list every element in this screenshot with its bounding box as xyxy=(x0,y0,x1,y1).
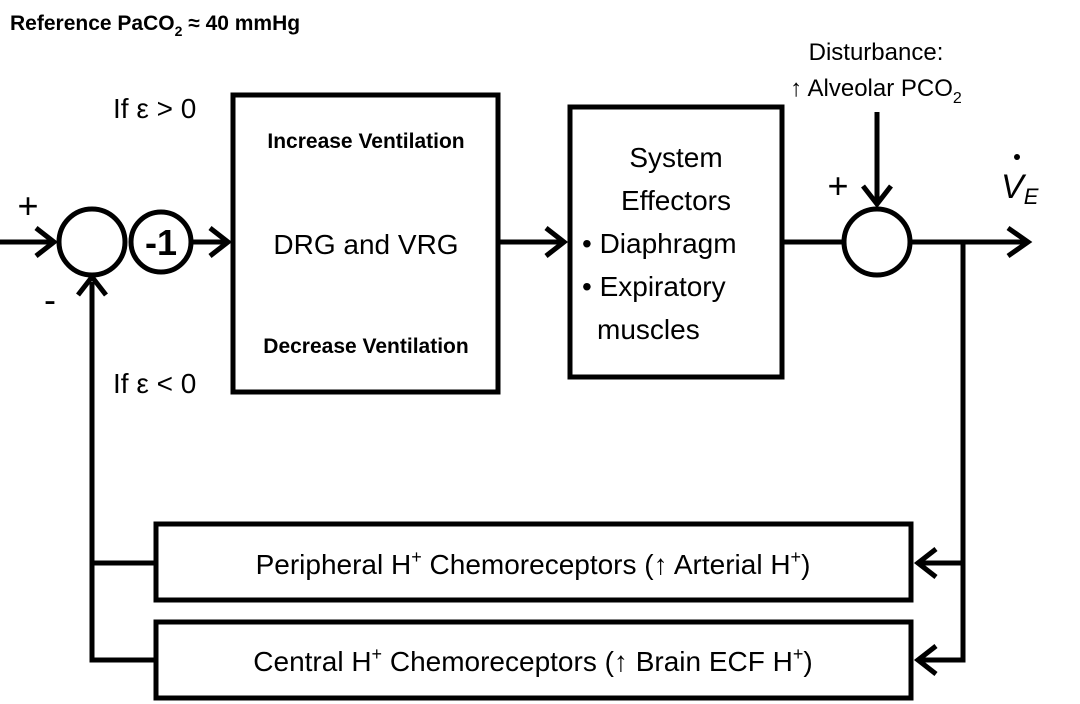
feedback-return-peripheral-line xyxy=(89,282,156,566)
effectors-item-muscles: muscles xyxy=(597,314,700,345)
feedback-return-arrowhead xyxy=(76,272,108,297)
gain-to-controller-arrowhead xyxy=(208,226,233,258)
output-dot xyxy=(1014,154,1020,160)
peripheral-chemoreceptors-label: Peripheral H+ Chemoreceptors (↑ Arterial… xyxy=(256,547,811,580)
effectors-line2: Effectors xyxy=(621,185,731,216)
central-chemoreceptors-label: Central H+ Chemoreceptors (↑ Brain ECF H… xyxy=(253,644,812,677)
output-arrowhead xyxy=(1006,225,1033,259)
comparator-circle xyxy=(56,206,128,278)
controller-to-effectors-arrowhead xyxy=(544,226,569,258)
summing-circle xyxy=(841,206,913,278)
feedback-trunk-line xyxy=(918,242,966,663)
central-chemoreceptors-box xyxy=(153,619,914,701)
feedback-return-central-line xyxy=(89,563,156,663)
reference-label: Reference PaCO2 ≈ 40 mmHg xyxy=(10,12,300,39)
controller-increase-label: Increase Ventilation xyxy=(267,130,464,153)
effectors-line1: System xyxy=(629,142,722,173)
input-arrowhead xyxy=(34,226,59,258)
output-label: VE xyxy=(1001,154,1039,209)
effectors-box xyxy=(567,104,785,380)
output-symbol: VE xyxy=(1001,168,1039,209)
summing-plus: + xyxy=(827,165,848,206)
disturbance-title: Disturbance: xyxy=(809,39,944,66)
disturbance-label: ↑ Alveolar PCO2 xyxy=(790,75,962,107)
feedback-central-arrowhead xyxy=(913,644,938,676)
disturbance-arrowhead xyxy=(861,184,893,209)
effectors-item-diaphragm: • Diaphragm xyxy=(582,228,737,259)
condition-negative: If ε < 0 xyxy=(113,368,196,399)
controller-main-label: DRG and VRG xyxy=(273,229,458,260)
effectors-item-expiratory: • Expiratory xyxy=(582,271,726,302)
comparator-minus: - xyxy=(44,279,56,320)
controller-decrease-label: Decrease Ventilation xyxy=(263,335,468,358)
controller-box xyxy=(230,92,501,395)
gain-label: -1 xyxy=(145,222,177,263)
condition-positive: If ε > 0 xyxy=(113,93,196,124)
comparator-plus: + xyxy=(17,185,38,226)
feedback-peripheral-arrowhead xyxy=(913,547,938,579)
